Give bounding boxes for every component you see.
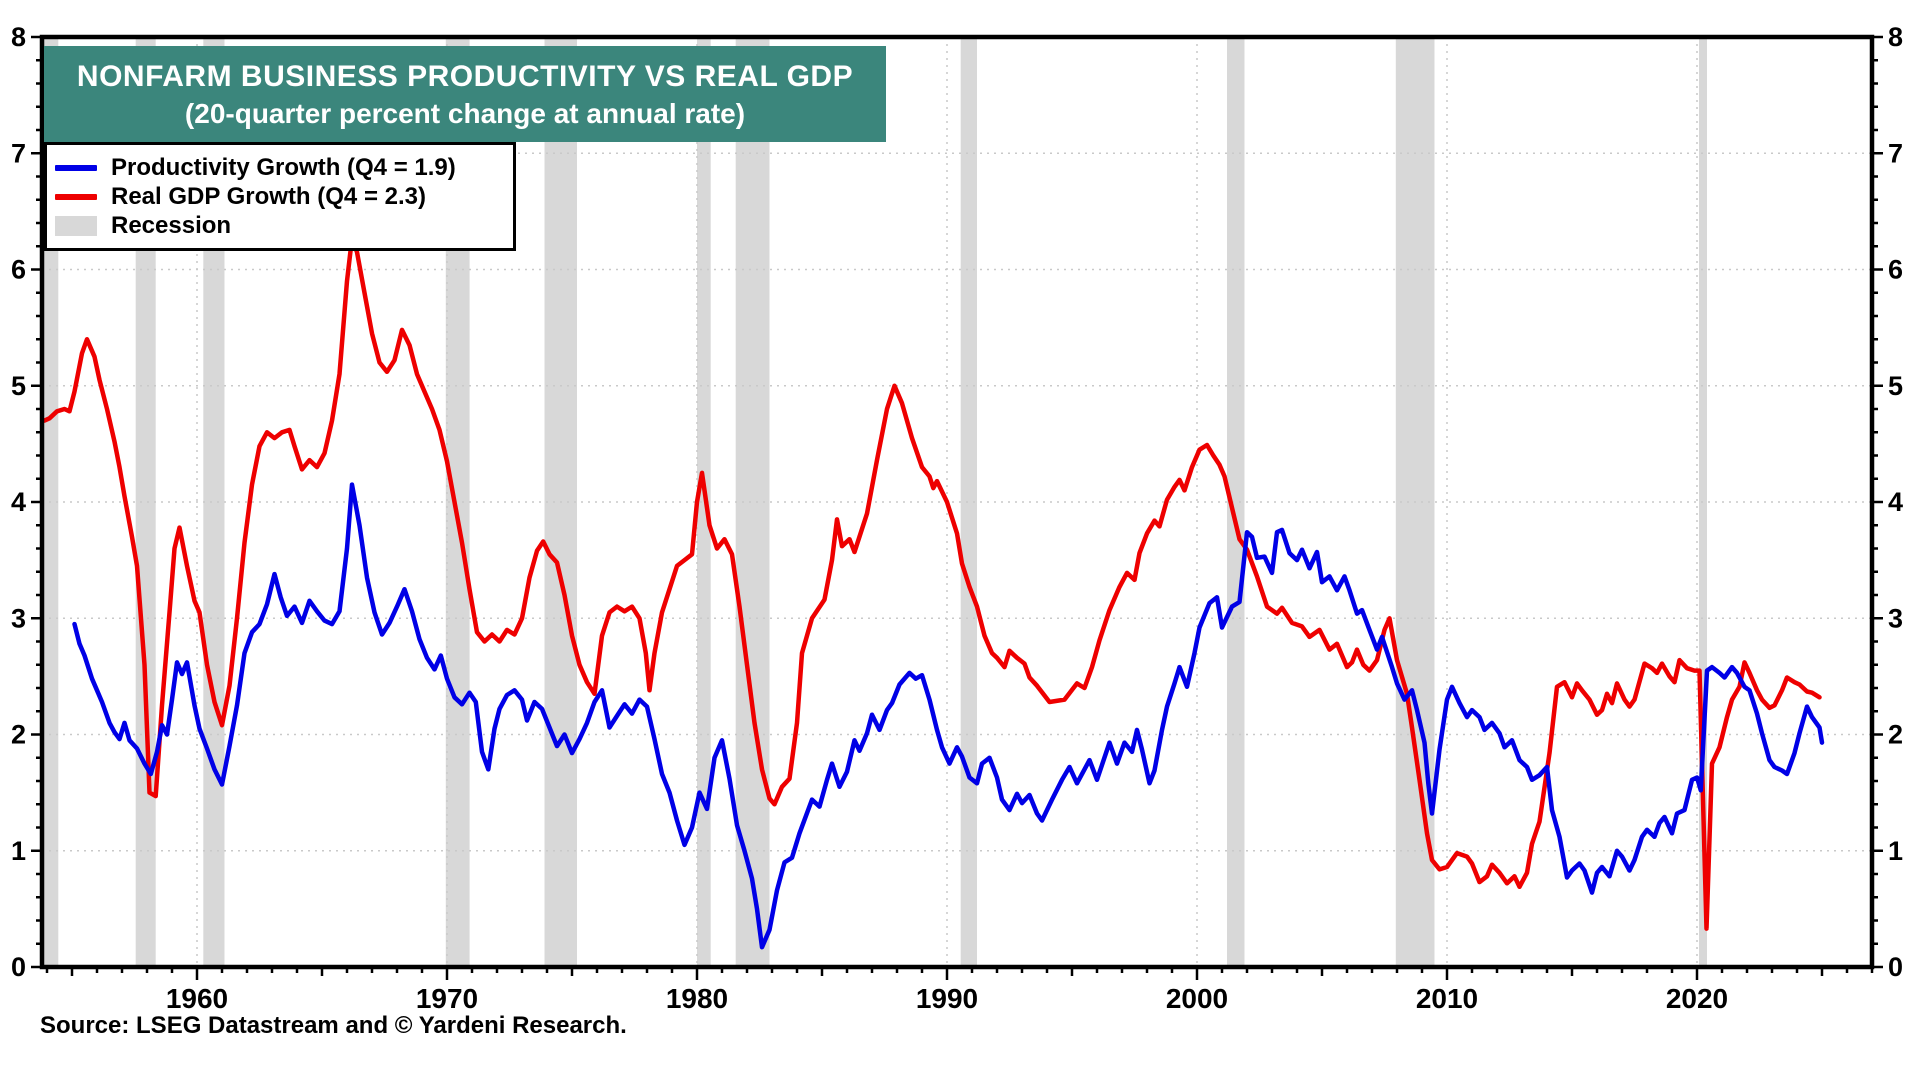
svg-text:1980: 1980 <box>666 983 728 1014</box>
svg-text:0: 0 <box>11 952 26 982</box>
svg-text:5: 5 <box>1888 371 1903 401</box>
legend-item-productivity: Productivity Growth (Q4 = 1.9) <box>55 153 503 182</box>
svg-text:6: 6 <box>1888 255 1903 285</box>
legend-item-gdp: Real GDP Growth (Q4 = 2.3) <box>55 182 503 211</box>
svg-text:4: 4 <box>11 487 26 517</box>
svg-text:2: 2 <box>11 720 26 750</box>
svg-text:1960: 1960 <box>166 983 228 1014</box>
chart-title-bar: NONFARM BUSINESS PRODUCTIVITY VS REAL GD… <box>44 46 886 142</box>
svg-text:1990: 1990 <box>916 983 978 1014</box>
chart-title: NONFARM BUSINESS PRODUCTIVITY VS REAL GD… <box>76 60 854 93</box>
svg-text:1970: 1970 <box>416 983 478 1014</box>
svg-text:1: 1 <box>1888 836 1903 866</box>
gdp-line-swatch-icon <box>55 193 97 200</box>
svg-text:8: 8 <box>1888 22 1903 52</box>
productivity-line-swatch-icon <box>55 164 97 171</box>
svg-text:7: 7 <box>1888 138 1903 168</box>
legend-item-recession: Recession <box>55 211 503 240</box>
recession-swatch-icon <box>55 215 97 236</box>
source-attribution: Source: LSEG Datastream and © Yardeni Re… <box>40 1012 627 1039</box>
legend-label-recession: Recession <box>111 211 232 239</box>
svg-text:3: 3 <box>1888 603 1903 633</box>
svg-text:2: 2 <box>1888 720 1903 750</box>
svg-text:1: 1 <box>11 836 26 866</box>
svg-text:2000: 2000 <box>1166 983 1228 1014</box>
legend: Productivity Growth (Q4 = 1.9) Real GDP … <box>44 142 516 251</box>
svg-text:2020: 2020 <box>1666 983 1728 1014</box>
svg-text:7: 7 <box>11 138 26 168</box>
svg-text:5: 5 <box>11 371 26 401</box>
svg-text:6: 6 <box>11 255 26 285</box>
svg-text:3: 3 <box>11 603 26 633</box>
svg-text:4: 4 <box>1888 487 1903 517</box>
svg-text:8: 8 <box>11 22 26 52</box>
legend-label-productivity: Productivity Growth (Q4 = 1.9) <box>111 153 456 181</box>
svg-text:2010: 2010 <box>1416 983 1478 1014</box>
svg-text:0: 0 <box>1888 952 1903 982</box>
legend-label-gdp: Real GDP Growth (Q4 = 2.3) <box>111 182 426 210</box>
chart-subtitle: (20-quarter percent change at annual rat… <box>184 98 746 129</box>
